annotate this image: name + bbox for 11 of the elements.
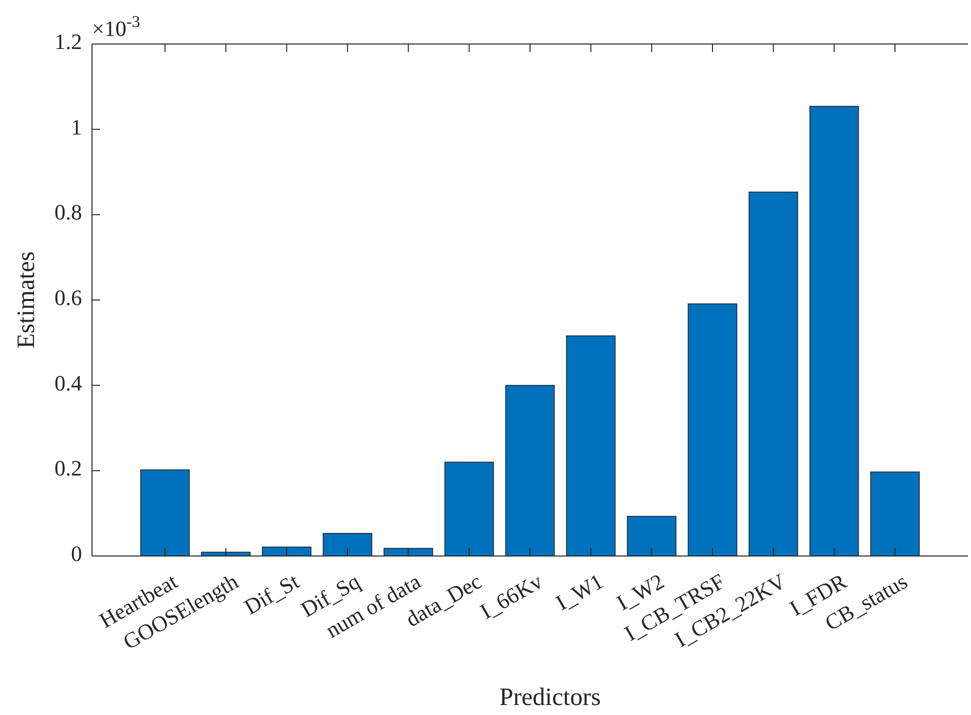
y-tick-label: 0.4 — [54, 370, 82, 396]
text: ×10$^{-3}$ — [92, 12, 140, 41]
y-axis-title: Estimates — [13, 251, 40, 349]
x-axis-title: Predictors — [499, 684, 601, 711]
y-tick-label: 0 — [71, 541, 82, 566]
y-tick-label: 0.8 — [54, 200, 82, 225]
y-tick-label: 1.2 — [54, 29, 82, 54]
y-tick-label: 1 — [71, 114, 82, 140]
y-tick-label: 0.6 — [54, 285, 82, 310]
y-tick-label: 0.2 — [54, 456, 82, 481]
x-tick-label: I_W1 — [551, 568, 608, 616]
